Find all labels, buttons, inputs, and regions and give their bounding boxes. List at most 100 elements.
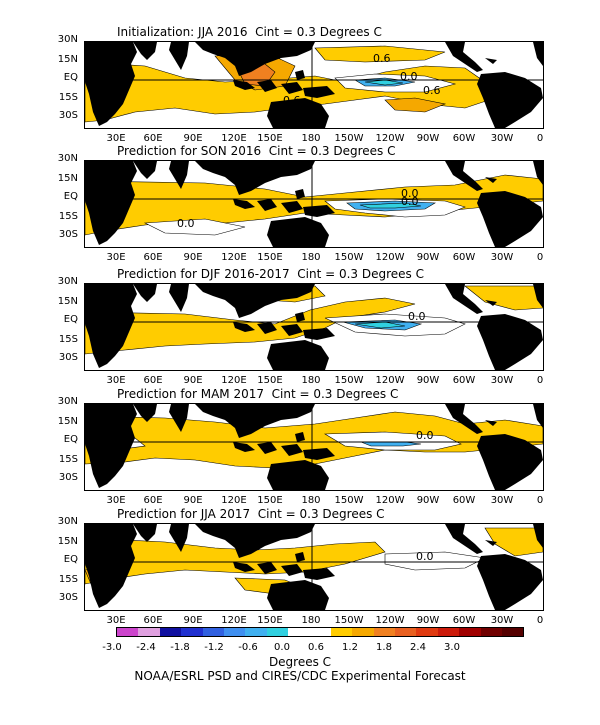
colorbar-swatch (459, 628, 481, 636)
land-mass (169, 404, 189, 432)
panel-title: Prediction for SON 2016 Cint = 0.3 Degre… (117, 144, 396, 158)
lon-tick-label: 0 (536, 495, 544, 506)
lon-tick-label: 30E (106, 495, 126, 506)
colorbar-swatch (480, 628, 503, 636)
land-mass (267, 580, 329, 610)
lon-tick-label: 120W (375, 252, 405, 263)
colorbar-tick-label: -1.2 (204, 642, 224, 653)
lon-tick-label: 60E (143, 133, 163, 144)
lat-tick-label: 15N (57, 296, 78, 307)
lon-tick-label: 90W (416, 252, 440, 263)
land-mass (85, 284, 137, 368)
anomaly-map: 0.0 0.0 0.0 (84, 160, 544, 248)
colorbar-tick-label: 1.2 (342, 642, 358, 653)
land-mass (303, 328, 335, 340)
land-mass (445, 284, 483, 314)
colorbar-tick-label: 1.8 (376, 642, 392, 653)
lon-tick-label: 150W (334, 375, 364, 386)
land-mass (195, 284, 315, 318)
lon-tick-label: 150E (257, 615, 283, 626)
contour-label: 0.0 (416, 429, 434, 442)
colorbar-swatch (373, 628, 396, 636)
land-mass (133, 284, 157, 302)
anomaly-region (384, 97, 447, 113)
colorbar-swatch (330, 628, 353, 636)
contour-label: 0.0 (401, 187, 419, 200)
lon-tick-label: 120W (375, 133, 405, 144)
lat-tick-label: 30S (58, 472, 78, 483)
lon-tick-label: 90W (416, 495, 440, 506)
lon-tick-label: 150E (257, 133, 283, 144)
credit-line: NOAA/ESRL PSD and CIRES/CDC Experimental… (134, 669, 466, 683)
land-mass (281, 82, 303, 94)
land-mass (257, 322, 277, 334)
lon-tick-label: 60E (143, 375, 163, 386)
lon-tick-label: 90E (183, 495, 203, 506)
lon-tick-label: 0 (536, 133, 544, 144)
anomaly-region (85, 411, 543, 469)
panel-title: Initialization: JJA 2016 Cint = 0.3 Degr… (117, 25, 382, 39)
colorbar-tick-label: -0.6 (238, 642, 258, 653)
land-mass (295, 189, 305, 199)
lat-tick-label: 30S (58, 110, 78, 121)
anomaly-region (384, 551, 486, 571)
land-mass (485, 540, 497, 546)
lon-tick-label: 90W (416, 133, 440, 144)
lon-tick-label: 150E (257, 252, 283, 263)
lon-tick-label: 30E (106, 252, 126, 263)
land-mass (195, 42, 315, 76)
lon-tick-label: 120E (221, 133, 247, 144)
anomaly-map: 0.0 (84, 403, 544, 491)
lat-tick-label: 15N (57, 54, 78, 65)
lat-tick-label: 15N (57, 416, 78, 427)
land-mass (477, 314, 543, 370)
lat-tick-label: 30N (57, 276, 78, 287)
anomaly-map: 0.6 0.0 0.6 0.6 (84, 41, 544, 129)
colorbar-swatch (352, 628, 374, 636)
colorbar-tick-label: -2.4 (136, 642, 156, 653)
lon-tick-label: 30W (490, 375, 514, 386)
lat-tick-label: 30N (57, 396, 78, 407)
lat-tick-label: EQ (63, 314, 78, 325)
lon-tick-label: 120E (221, 252, 247, 263)
land-mass (445, 404, 483, 434)
lon-tick-label: 120E (221, 375, 247, 386)
lon-tick-label: 150E (257, 375, 283, 386)
panel-title: Prediction for MAM 2017 Cint = 0.3 Degre… (117, 387, 399, 401)
lon-tick-label: 30E (106, 615, 126, 626)
colorbar-swatch (117, 628, 139, 636)
lat-tick-label: 30N (57, 153, 78, 164)
anomaly-map: 0.0 (84, 523, 544, 611)
land-mass (281, 201, 303, 213)
lon-tick-label: 90W (416, 615, 440, 626)
land-mass (295, 70, 305, 80)
lon-tick-label: 0 (536, 375, 544, 386)
land-mass (85, 161, 137, 245)
anomaly-map: 0.0 (84, 283, 544, 371)
lon-tick-label: 60E (143, 252, 163, 263)
colorbar-tick-label: 0.6 (308, 642, 324, 653)
land-mass (485, 177, 497, 183)
contour-label: 0.0 (408, 310, 426, 323)
land-mass (133, 524, 157, 542)
colorbar (116, 627, 525, 637)
land-mass (303, 205, 335, 217)
lon-tick-label: 150W (334, 615, 364, 626)
anomaly-region (323, 431, 462, 451)
land-mass (169, 161, 189, 189)
land-mass (295, 432, 305, 442)
lat-tick-label: 15S (58, 334, 78, 345)
land-mass (485, 300, 497, 306)
lat-tick-label: 30S (58, 592, 78, 603)
land-mass (133, 161, 157, 179)
lon-tick-label: 60W (452, 133, 476, 144)
colorbar-tick-label: 3.0 (444, 642, 460, 653)
land-mass (257, 80, 277, 92)
land-mass (295, 312, 305, 322)
contour-label: 0.0 (400, 70, 418, 83)
lon-tick-label: 90E (183, 375, 203, 386)
lon-tick-label: 120W (375, 615, 405, 626)
lat-tick-label: EQ (63, 434, 78, 445)
colorbar-swatch (266, 628, 289, 636)
colorbar-swatch (138, 628, 160, 636)
